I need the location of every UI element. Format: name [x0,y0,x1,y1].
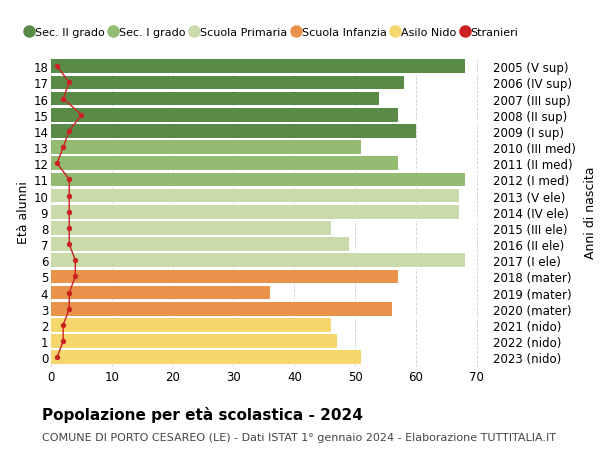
Y-axis label: Età alunni: Età alunni [17,181,31,244]
Point [64,192,74,200]
Point [64,79,74,87]
Bar [51,60,464,74]
Point [64,225,74,232]
Point [64,289,74,297]
Point [52,354,62,361]
Point [52,160,62,168]
Point [52,63,62,71]
Bar [51,351,361,364]
Point [71,273,80,280]
Bar [51,302,392,316]
Point [64,241,74,248]
Bar [51,319,331,332]
Bar [51,254,464,268]
Bar [51,109,398,123]
Text: COMUNE DI PORTO CESAREO (LE) - Dati ISTAT 1° gennaio 2024 - Elaborazione TUTTITA: COMUNE DI PORTO CESAREO (LE) - Dati ISTA… [42,432,556,442]
Bar [51,270,398,284]
Point [58,144,68,151]
Bar [51,173,464,187]
Point [64,176,74,184]
Point [58,338,68,345]
Bar [51,125,416,139]
Point [64,128,74,135]
Bar [51,141,361,155]
Bar [51,222,331,235]
Point [64,208,74,216]
Bar [51,335,337,348]
Point [71,257,80,264]
Point [58,95,68,103]
Y-axis label: Anni di nascita: Anni di nascita [584,166,598,258]
Text: Popolazione per età scolastica - 2024: Popolazione per età scolastica - 2024 [42,406,363,422]
Legend: Sec. II grado, Sec. I grado, Scuola Primaria, Scuola Infanzia, Asilo Nido, Stran: Sec. II grado, Sec. I grado, Scuola Prim… [22,22,523,42]
Bar [51,76,404,90]
Point [77,112,86,119]
Bar [51,206,458,219]
Bar [51,286,270,300]
Bar [51,157,398,171]
Point [58,322,68,329]
Bar [51,238,349,252]
Bar [51,92,379,106]
Point [64,305,74,313]
Bar [51,189,458,203]
